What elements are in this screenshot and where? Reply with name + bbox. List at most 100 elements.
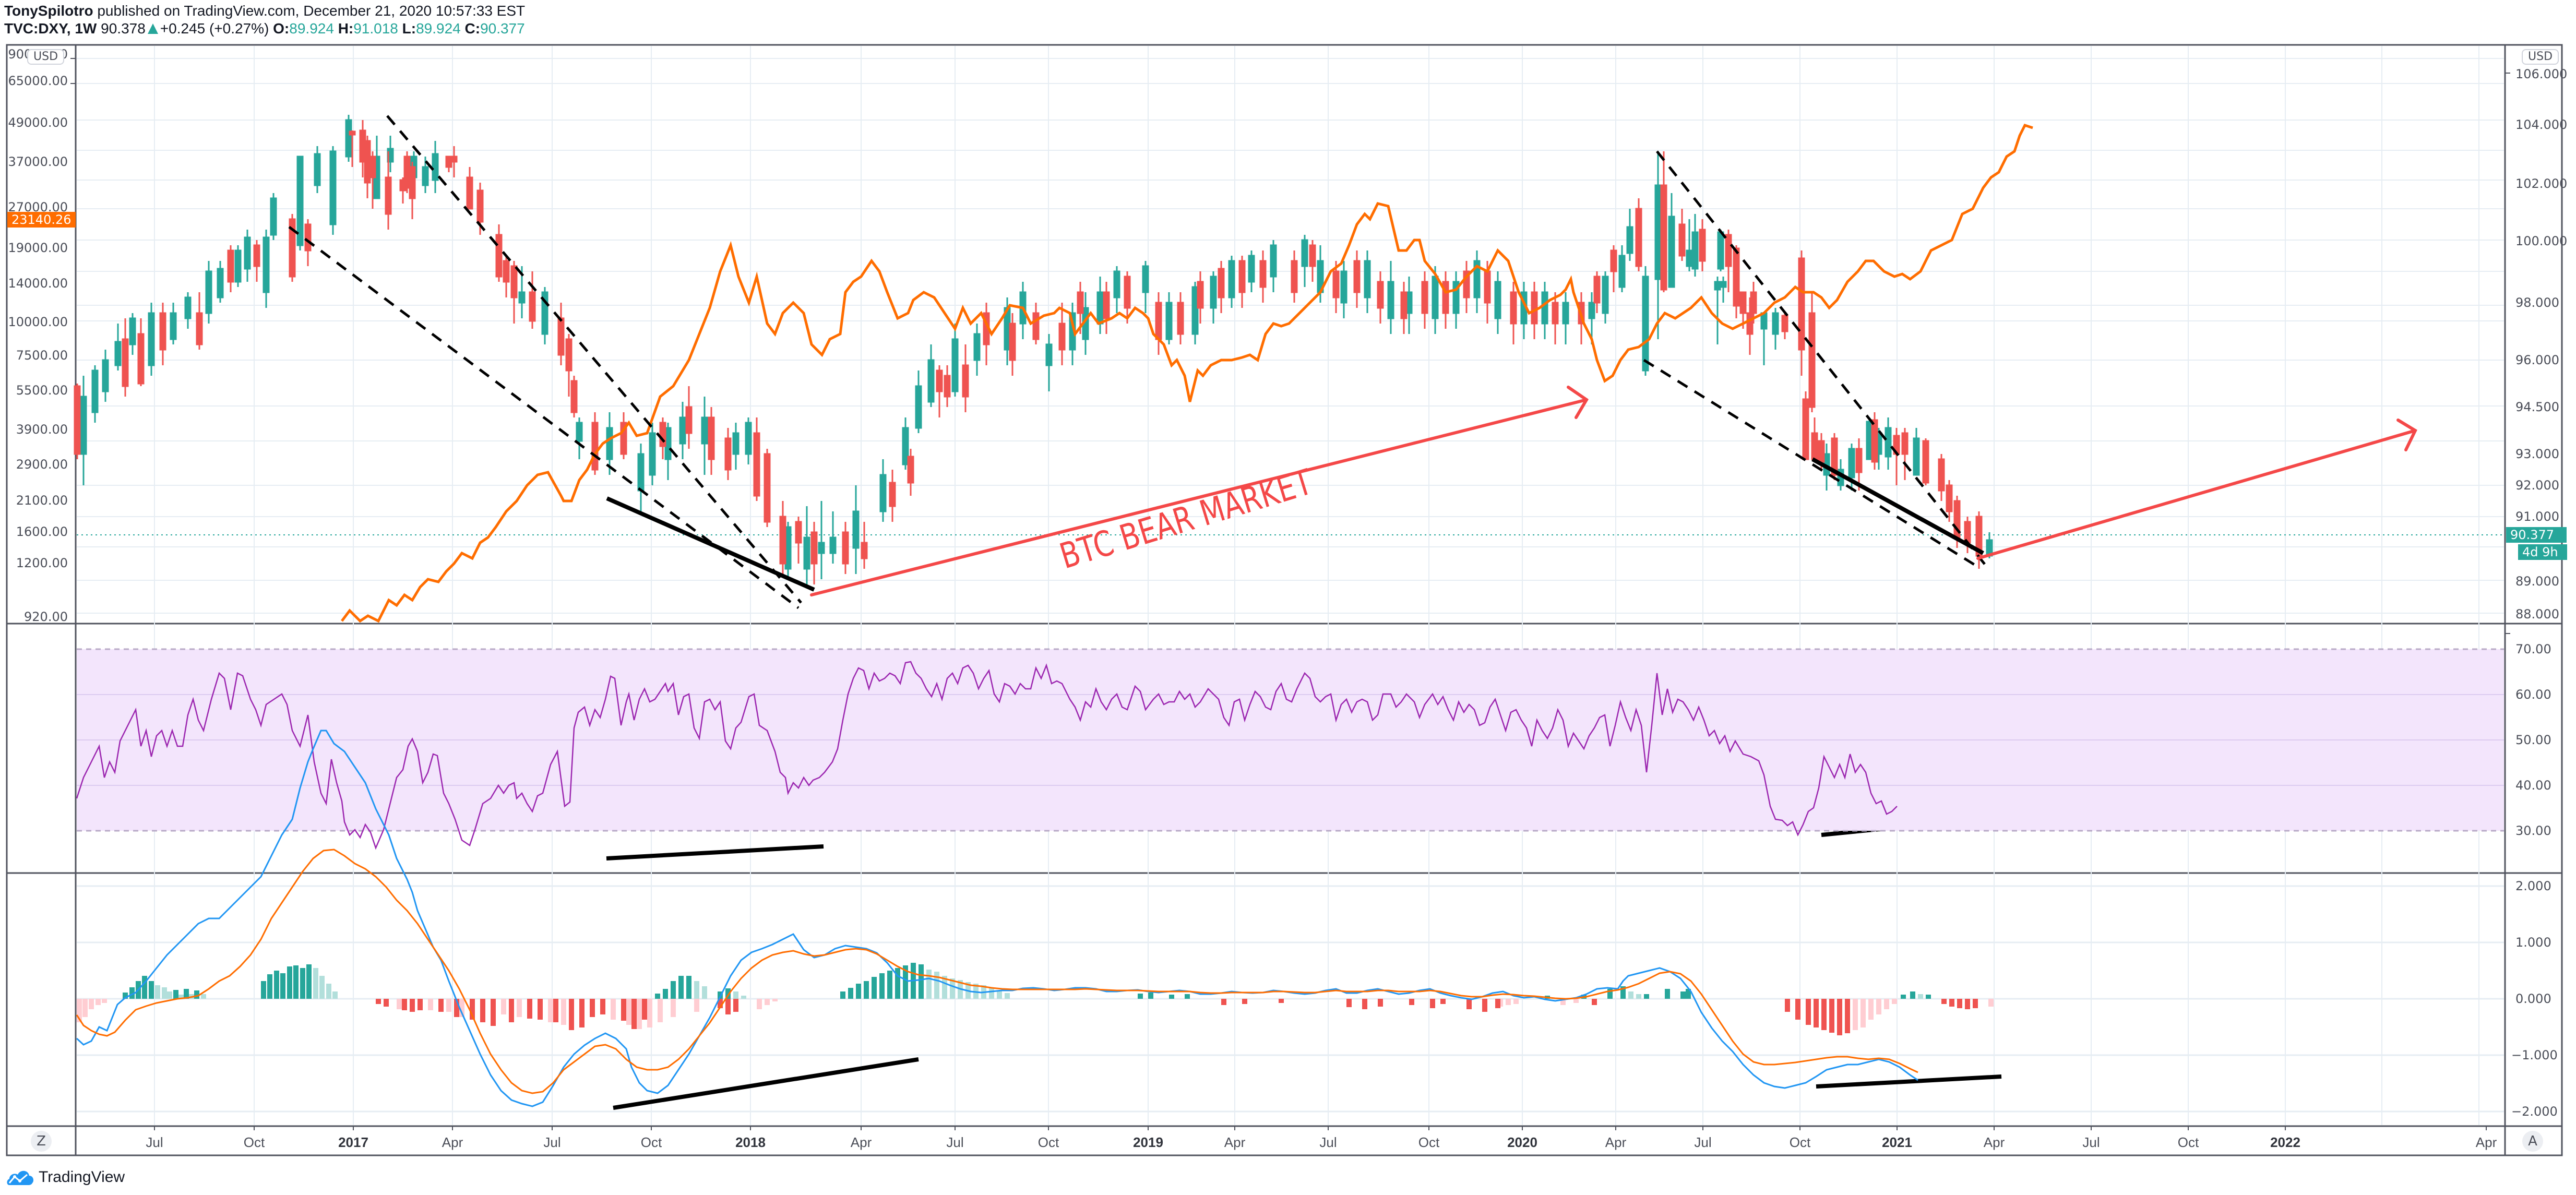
time-tick-year: 2017 [338, 1134, 368, 1150]
high-value: 91.018 [353, 20, 398, 37]
time-tick-year: 2022 [2270, 1134, 2300, 1150]
left-axis-tick: 19000.00 [8, 241, 68, 255]
time-tick: Apr [851, 1134, 872, 1150]
left-axis-tick: 3900.00 [16, 422, 68, 437]
time-tick-year: 2020 [1507, 1134, 1537, 1150]
rsi-axis-tick: 60.00 [2515, 687, 2551, 702]
macd-axis-tick: −2.000 [2511, 1104, 2558, 1119]
publisher-line: TonySpilotro published on TradingView.co… [4, 2, 525, 20]
bear-market-annotation: BTC BEAR MARKET [1055, 462, 1317, 577]
right-axis-tick: 100.000 [2515, 234, 2567, 248]
left-axis-tick: 65000.00 [8, 74, 68, 88]
author-name[interactable]: TonySpilotro [4, 3, 93, 19]
left-axis-tick: 37000.00 [8, 154, 68, 169]
macd-axis-tick: 1.000 [2515, 935, 2551, 950]
horizontal-gridlines-main [77, 58, 2504, 614]
rsi-axis[interactable]: 70.00 60.00 50.00 40.00 30.00 [2515, 642, 2551, 838]
time-tick: Apr [1984, 1134, 2005, 1150]
auto-scale-button[interactable]: A [2522, 1131, 2543, 1152]
time-tick: Jul [1319, 1134, 1337, 1150]
published-text: published on TradingView.com, December 2… [93, 3, 526, 19]
left-axis-tick: 7500.00 [16, 348, 68, 363]
left-axis-tick: 1600.00 [16, 524, 68, 539]
high-label: H: [338, 20, 354, 37]
left-axis-tick: 2900.00 [16, 457, 68, 472]
rsi-bounds [77, 648, 2504, 832]
right-currency-badge[interactable]: USD [2522, 49, 2559, 65]
left-axis-tick: 49000.00 [8, 115, 68, 130]
right-price-axis[interactable]: 106.000 104.000 102.000 100.000 98.000 9… [2515, 67, 2567, 622]
btc-overlay-line [341, 123, 2033, 623]
macd-axis[interactable]: 2.000 1.000 0.000 −1.000 −2.000 [2511, 879, 2558, 1119]
left-price-axis[interactable]: 90000.00 65000.00 49000.00 37000.00 2700… [8, 47, 68, 624]
right-axis-tick: 102.000 [2515, 176, 2567, 191]
left-axis-tick: 2100.00 [16, 493, 68, 508]
dxy-candles [74, 115, 1993, 584]
open-value: 89.924 [289, 20, 334, 37]
left-axis-tick: 14000.00 [8, 276, 68, 291]
rsi-axis-tick: 40.00 [2515, 778, 2551, 793]
time-tick: Jul [146, 1134, 163, 1150]
dashed-trendlines [288, 115, 1989, 610]
time-tick-year: 2019 [1133, 1134, 1163, 1150]
price-change: +0.245 (+0.27%) [160, 20, 269, 37]
right-axis-tick: 96.000 [2515, 353, 2559, 367]
macd-axis-tick: 2.000 [2515, 879, 2551, 893]
time-tick: Jul [1694, 1134, 1711, 1150]
macd-axis-tick: 0.000 [2515, 991, 2551, 1006]
time-tick: Jul [543, 1134, 560, 1150]
time-tick: Oct [1038, 1134, 1059, 1150]
close-label: C: [464, 20, 481, 37]
time-tick-year: 2018 [735, 1134, 766, 1150]
time-axis[interactable]: Jul Oct 2017 Apr Jul Oct 2018 Apr Jul Oc… [146, 1126, 2497, 1150]
symbol-legend: TVC:DXY, 1W 90.378 +0.245 (+0.27%) O:89.9… [4, 20, 525, 38]
tradingview-logo[interactable]: TradingView [6, 1167, 125, 1188]
right-axis-tick: 104.000 [2515, 117, 2567, 132]
signal-line [76, 849, 1918, 1094]
time-tick: Jul [2082, 1134, 2100, 1150]
tradingview-brand: TradingView [39, 1168, 125, 1186]
left-axis-tick: 5500.00 [16, 383, 68, 398]
tradingview-cloud-icon [7, 1170, 33, 1185]
vertical-gridlines [154, 46, 2479, 1125]
time-tick-year: 2021 [1882, 1134, 1912, 1150]
open-label: O: [273, 20, 290, 37]
zoom-reset-button[interactable]: Z [31, 1131, 52, 1152]
chart-frame [6, 44, 2563, 1156]
left-axis-tick: 10000.00 [8, 315, 68, 329]
projection-arrows [810, 386, 2417, 596]
right-axis-tick: 93.000 [2515, 447, 2559, 461]
right-axis-tick: 98.000 [2515, 295, 2559, 310]
time-tick: Jul [946, 1134, 963, 1150]
symbol-name[interactable]: TVC:DXY, 1W [4, 20, 97, 37]
right-axis-tick: 89.000 [2515, 574, 2559, 589]
time-tick: Oct [641, 1134, 662, 1150]
time-tick: Oct [2178, 1134, 2199, 1150]
time-tick: Oct [244, 1134, 265, 1150]
btc-price-tag: 23140.26 [7, 212, 76, 228]
axis-ticks [70, 58, 2510, 634]
right-axis-tick: 88.000 [2515, 607, 2559, 622]
low-label: L: [402, 20, 416, 37]
macd-axis-tick: −1.000 [2511, 1048, 2558, 1062]
bar-countdown-tag: 4d 9h [2518, 544, 2567, 560]
left-currency-badge[interactable]: USD [27, 49, 65, 65]
time-tick: Apr [442, 1134, 463, 1150]
time-tick: Apr [2476, 1134, 2497, 1150]
right-axis-tick: 106.000 [2515, 67, 2567, 81]
right-axis-tick: 92.000 [2515, 478, 2559, 493]
time-tick: Oct [1790, 1134, 1811, 1150]
time-tick: Oct [1418, 1134, 1440, 1150]
last-price: 90.378 [101, 20, 146, 37]
rsi-levels [77, 694, 2504, 786]
support-trendlines [606, 457, 2002, 1110]
left-axis-tick: 920.00 [24, 610, 68, 624]
low-value: 89.924 [416, 20, 461, 37]
last-price-tag: 90.377 [2506, 527, 2567, 543]
rsi-axis-tick: 30.00 [2515, 823, 2551, 838]
right-axis-tick: 94.500 [2515, 400, 2559, 414]
close-value: 90.377 [480, 20, 525, 37]
time-tick: Apr [1224, 1134, 1246, 1150]
time-tick: Apr [1605, 1134, 1627, 1150]
